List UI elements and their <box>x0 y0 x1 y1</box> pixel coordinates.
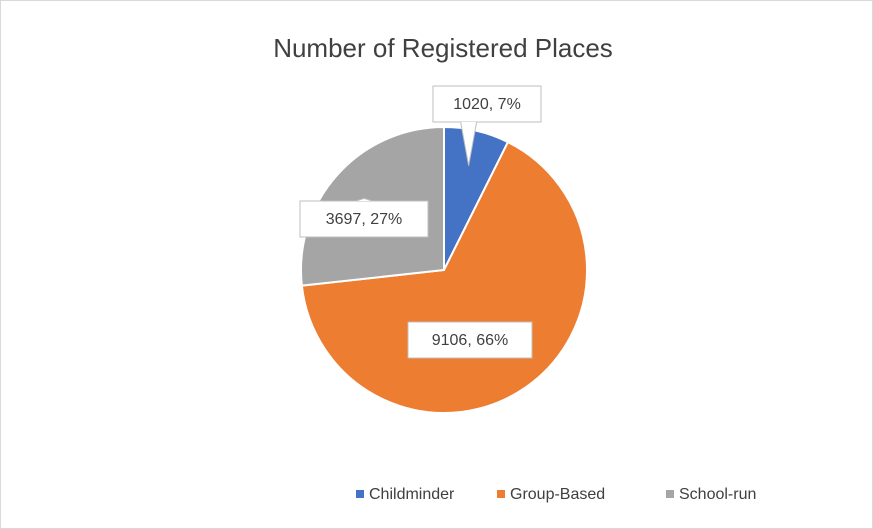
legend-swatch <box>497 490 505 498</box>
label-callout <box>432 85 542 123</box>
legend-label: School-run <box>679 486 756 503</box>
data-label: 3697, 27% <box>326 211 403 228</box>
data-label: 9106, 66% <box>432 332 509 349</box>
chart-title: Number of Registered Places <box>273 33 613 63</box>
label-pointer <box>460 121 478 166</box>
legend-label: Group-Based <box>510 486 605 503</box>
label-callout <box>407 321 533 359</box>
legend-swatch <box>356 490 364 498</box>
legend-swatch <box>666 490 674 498</box>
label-pointer <box>355 197 373 202</box>
legend-label: Childminder <box>369 486 455 503</box>
data-label: 1020, 7% <box>453 96 521 113</box>
label-callout <box>299 200 429 238</box>
